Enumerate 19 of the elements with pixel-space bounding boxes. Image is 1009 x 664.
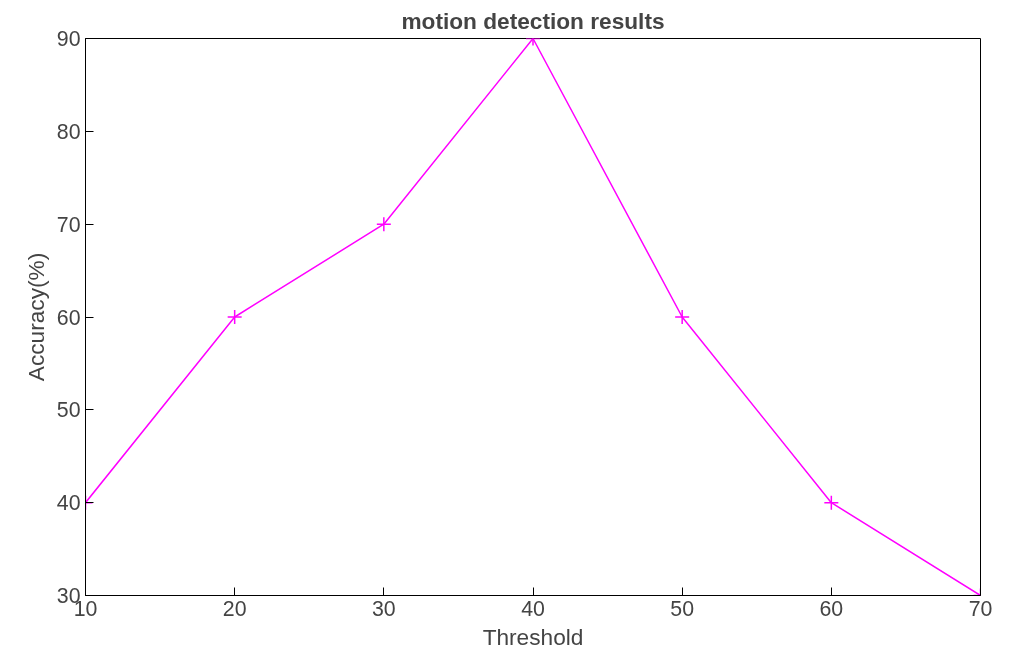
line-series — [85, 38, 981, 596]
point — [674, 309, 690, 325]
y-tick-label: 80 — [56, 119, 81, 144]
y-tick-label: 90 — [56, 27, 81, 51]
x-axis-title: Threshold — [482, 623, 584, 650]
chart-title: motion detection results — [401, 7, 665, 34]
point — [226, 309, 243, 325]
x-tick-label: 30 — [371, 596, 396, 621]
y-tick-label: 70 — [56, 212, 81, 237]
x-tick-label: 20 — [222, 596, 247, 621]
x-tick-label: 70 — [968, 596, 993, 621]
point — [376, 216, 392, 232]
y-tick-label: 40 — [56, 491, 81, 516]
x-tick-label: 50 — [670, 596, 695, 621]
y-tick-label: 50 — [56, 398, 81, 423]
x-tick-label: 60 — [819, 596, 844, 621]
y-axis-title: Accuracy(%) — [22, 252, 49, 382]
x-tick-label: 40 — [521, 596, 545, 621]
y-tick-label: 60 — [56, 305, 81, 330]
